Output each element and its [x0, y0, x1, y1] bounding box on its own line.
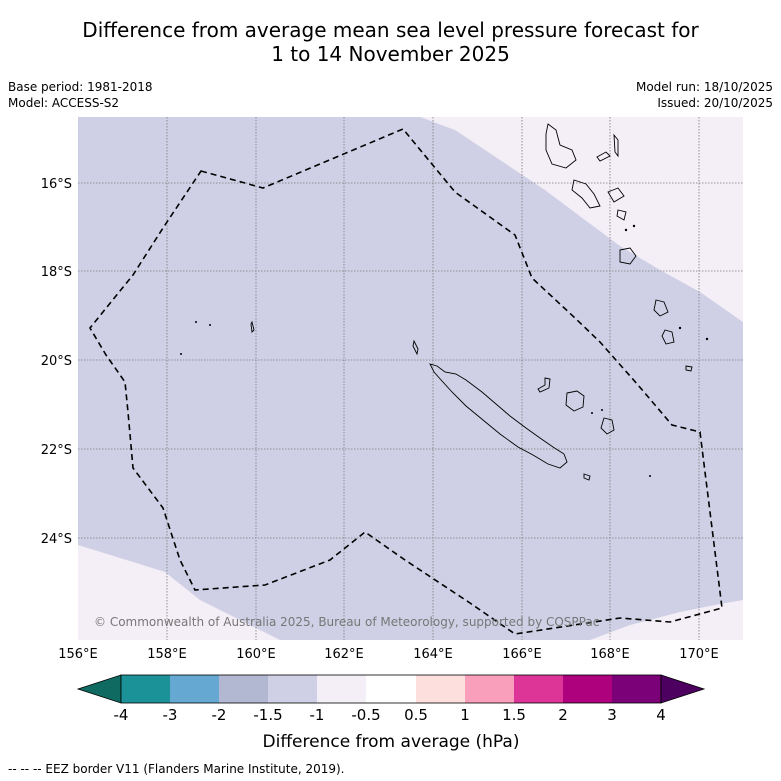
- ambae-island: [596, 151, 611, 162]
- islet-7: [591, 412, 593, 414]
- cb-tick-1: 1: [460, 706, 470, 724]
- lon-label-168e: 168°E: [590, 647, 630, 662]
- espiritu-santo: [545, 123, 577, 169]
- lat-label-20s: 20°S: [41, 354, 72, 369]
- cb-tick-3: 3: [607, 706, 617, 724]
- base-period-label: Base period: 1981-2018: [8, 80, 153, 94]
- gridlines: [78, 117, 743, 640]
- islet-2: [632, 224, 636, 228]
- cb-tick-0-5: 0.5: [404, 706, 428, 724]
- colorbar-bin-9: [514, 675, 563, 703]
- islet-4: [705, 337, 709, 341]
- colorbar-arrow-high: [660, 674, 706, 704]
- colorbar-bin-3: [219, 675, 268, 703]
- cb-tick-minus-2: -2: [212, 706, 227, 724]
- cb-tick-2: 2: [558, 706, 568, 724]
- chesterfield-reef: [250, 320, 255, 333]
- cb-tick-1-5: 1.5: [502, 706, 526, 724]
- colorbar-outline: [120, 674, 662, 704]
- malakula-island: [571, 179, 601, 209]
- colorbar-bin-8: [465, 675, 514, 703]
- colorbar: -4 -3 -2 -1.5 -1 -0.5 0.5 1 1.5 2 3 4 Di…: [76, 674, 706, 752]
- colorbar-ticks: -4 -3 -2 -1.5 -1 -0.5 0.5 1 1.5 2 3 4: [114, 706, 666, 724]
- cb-tick-4: 4: [656, 706, 666, 724]
- colorbar-title: Difference from average (hPa): [263, 732, 520, 752]
- new-caledonia-main-island: [429, 363, 568, 469]
- cb-tick-minus-1: -1: [310, 706, 325, 724]
- colorbar-bin-4: [268, 675, 317, 703]
- islet-5: [649, 475, 651, 477]
- cb-tick-minus-0-5: -0.5: [351, 706, 380, 724]
- lon-label-170e: 170°E: [679, 647, 719, 662]
- colorbar-bin-7: [416, 675, 465, 703]
- tanna-island: [653, 299, 669, 317]
- colorbar-bin-11: [612, 675, 661, 703]
- lat-label-16s: 16°S: [41, 177, 72, 192]
- colorbar-bin-5: [317, 675, 366, 703]
- cb-tick-minus-3: -3: [163, 706, 178, 724]
- colorbar-bin-6: [366, 675, 416, 703]
- eez-border: [89, 128, 723, 635]
- lat-axis: 16°S 18°S 20°S 22°S 24°S: [41, 177, 72, 547]
- lon-label-162e: 162°E: [324, 647, 364, 662]
- colorbar-bin-2: [170, 675, 219, 703]
- epi-island: [616, 209, 627, 221]
- reef-islet-1: [195, 321, 197, 323]
- lon-axis: 156°E 158°E 160°E 162°E 164°E 166°E 168°…: [58, 647, 719, 662]
- lon-label-164e: 164°E: [413, 647, 453, 662]
- lon-label-156e: 156°E: [58, 647, 98, 662]
- anomaly-field-sw-minus-1: [78, 545, 280, 640]
- lon-label-166e: 166°E: [502, 647, 542, 662]
- maewo-island: [613, 133, 619, 158]
- lat-label-22s: 22°S: [41, 443, 72, 458]
- eez-legend: -- -- -- EEZ border V11 (Flanders Marine…: [8, 762, 345, 776]
- chart-title: Difference from average mean sea level p…: [0, 18, 781, 66]
- cb-tick-minus-4: -4: [114, 706, 129, 724]
- model-run-label: Model run: 18/10/2025: [635, 80, 773, 94]
- islet-1: [624, 228, 628, 232]
- islet-3: [678, 326, 682, 330]
- model-label: Model: ACCESS-S2: [8, 96, 120, 110]
- aneityum-island: [661, 329, 675, 345]
- meta-left: Base period: 1981-2018 Model: ACCESS-S2: [8, 79, 153, 111]
- lat-label-24s: 24°S: [41, 532, 72, 547]
- belep-islands: [412, 339, 419, 356]
- lon-label-158e: 158°E: [147, 647, 187, 662]
- ouvea-island: [537, 377, 551, 393]
- title-line-2: 1 to 14 November 2025: [271, 42, 510, 66]
- cb-tick-minus-1-5: -1.5: [253, 706, 282, 724]
- anomaly-field-se-minus-1: [590, 600, 743, 640]
- reef-islet-3: [180, 353, 182, 355]
- map-panel: © Commonwealth of Australia 2025, Bureau…: [78, 117, 743, 640]
- pentecost-island: [607, 187, 625, 203]
- lifou-island: [565, 390, 585, 412]
- hunter-island: [685, 365, 693, 372]
- lon-label-160e: 160°E: [236, 647, 276, 662]
- reef-islet-2: [209, 324, 211, 326]
- isle-of-pines: [583, 473, 591, 481]
- colorbar-bin-1: [121, 675, 170, 703]
- efate-island: [619, 247, 637, 265]
- title-line-1: Difference from average mean sea level p…: [82, 18, 699, 42]
- copyright-notice: © Commonwealth of Australia 2025, Bureau…: [94, 615, 599, 629]
- meta-right: Model run: 18/10/2025 Issued: 20/10/2025: [636, 79, 773, 111]
- colorbar-bin-10: [563, 675, 612, 703]
- colorbar-arrow-low: [76, 674, 122, 704]
- lat-label-18s: 18°S: [41, 265, 72, 280]
- islet-6: [601, 409, 603, 411]
- anomaly-field-ne-minus-1: [420, 117, 743, 322]
- mare-island: [600, 417, 615, 435]
- issued-label: Issued: 20/10/2025: [657, 96, 773, 110]
